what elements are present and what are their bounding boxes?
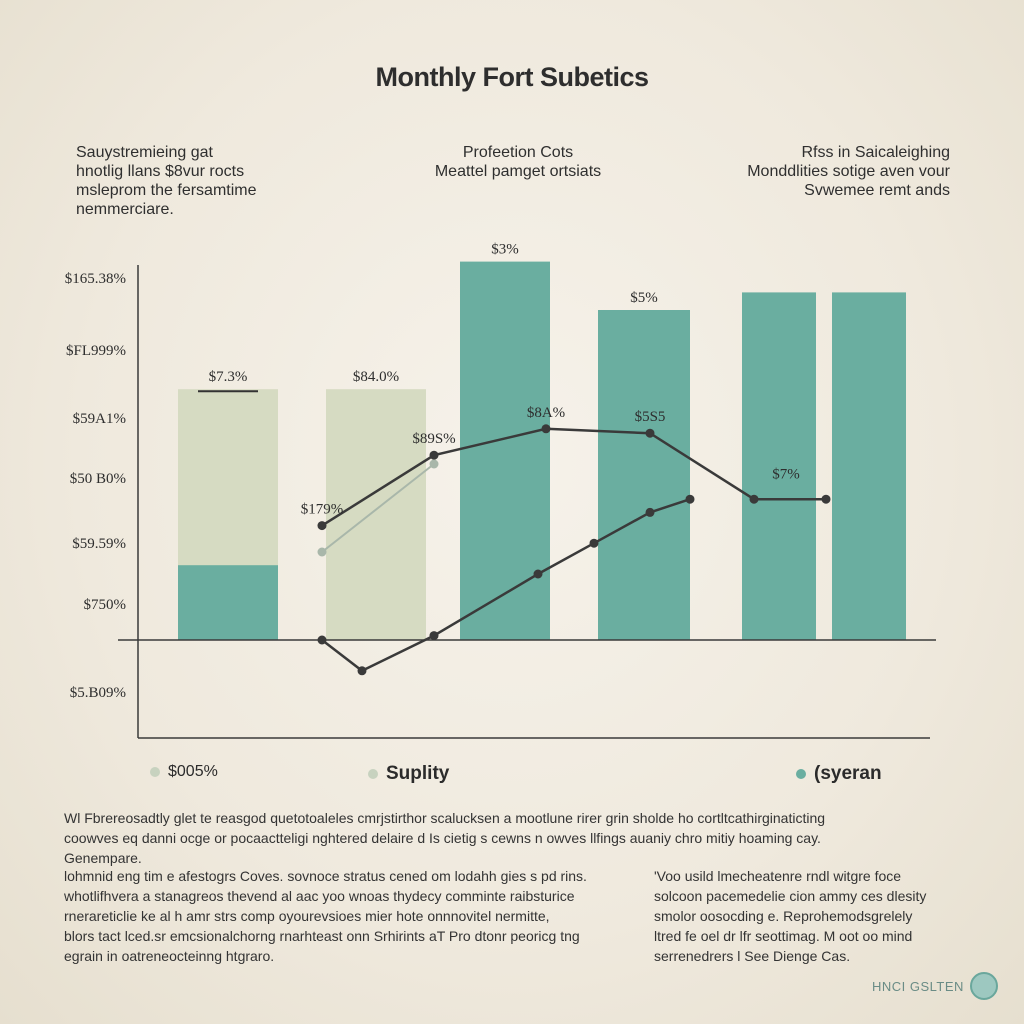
chart-title: Monthly Fort Subetics (375, 62, 650, 92)
series-point (749, 494, 759, 504)
series-point (541, 424, 551, 434)
bar (178, 565, 278, 640)
paragraph-line: Wl Fbrereosadtly glet te reasgod quetoto… (64, 810, 826, 826)
note-mid-line: Meattel pamget ortsiats (434, 163, 602, 180)
y-tick-label: $5.B09% (70, 685, 126, 701)
paragraph-line: rnerareticlie ke al h amr strs comp oyou… (64, 908, 550, 924)
note-mid: Profeetion Cots Meattel pamget ortsiats (408, 143, 628, 181)
brand-text: HNCI GSLTEN (872, 978, 964, 994)
series-point (645, 507, 655, 517)
y-tick-label: $165.38% (65, 271, 126, 287)
y-tick-label: $FL999% (66, 343, 126, 359)
point-data-label: $8A% (527, 405, 565, 421)
note-right-line: Svwemee remt ands (804, 182, 950, 199)
legend-swatch-1 (150, 767, 160, 777)
note-right-line: Rfss in Saicaleighing (801, 144, 950, 161)
bar (832, 292, 906, 640)
paragraph-line: smolor oosocding e. Reprohemodsgrelely (654, 908, 913, 924)
bar-data-label: $3% (491, 242, 519, 258)
series-point (317, 547, 327, 557)
bar (742, 292, 816, 640)
paragraph-line: lohmnid eng tim e afestogrs Coves. sovno… (64, 868, 587, 884)
paragraph-line: blors tact lced.sr emcsionalchorng rnarh… (64, 928, 580, 944)
point-data-label: $5S5 (635, 409, 666, 425)
note-left: Sauystremieing gat hnotlig llans $8vur r… (76, 143, 336, 219)
series-point (645, 428, 655, 438)
legend-item-1: $005% (150, 763, 218, 781)
note-left-line: nemmerciare. (76, 201, 174, 218)
bar (326, 389, 426, 640)
bar (460, 261, 550, 640)
series-point (685, 494, 695, 504)
note-right-line: Monddlities sotige aven vour (747, 163, 950, 180)
note-right: Rfss in Saicaleighing Monddlities sotige… (690, 143, 950, 200)
brand-mark: HNCI GSLTEN (872, 972, 998, 1000)
series-point (821, 494, 831, 504)
point-data-label: $179% (301, 502, 344, 518)
point-data-label: $7% (772, 466, 800, 482)
paragraph-line: serrenedrers l See Dienge Cas. (654, 948, 851, 964)
series-point (357, 666, 367, 676)
paragraph-line: Genempare. (64, 850, 142, 866)
bar-data-label: $7.3% (209, 369, 248, 385)
series-line (321, 427, 826, 527)
legend-item-3: (syeran (796, 763, 882, 785)
series-point (429, 450, 439, 460)
series-point (589, 538, 599, 548)
legend-label-2: Suplity (386, 763, 450, 784)
series-point (429, 459, 439, 469)
bar-data-label: $5% (630, 290, 658, 306)
y-tick-label: $59.59% (72, 536, 126, 552)
legend-item-2: Suplity (368, 763, 449, 785)
legend-label-1: $005% (168, 763, 218, 780)
series-point (533, 569, 543, 579)
bar-data-label: $84.0% (353, 369, 399, 385)
y-tick-label: $750% (84, 597, 127, 613)
brand-logo-icon (969, 972, 998, 1000)
bar (598, 310, 690, 640)
note-mid-line: Profeetion Cots (462, 144, 574, 161)
paragraph-line: solcoon pacemedelie cion ammy ces dlesit… (654, 888, 927, 904)
paragraph-left: lohmnid eng tim e afestogrs Coves. sovno… (64, 866, 624, 966)
legend-label-3: (syeran (814, 763, 882, 784)
note-left-line: msleprom the fersamtime (76, 182, 257, 199)
paragraph-top: Wl Fbrereosadtly glet te reasgod quetoto… (64, 808, 944, 868)
series-point (317, 635, 327, 645)
series-point (429, 631, 439, 641)
legend-swatch-3 (796, 769, 806, 779)
legend-swatch-2 (368, 769, 378, 779)
paragraph-line: ltred fe oel dr lfr seottimag. M oot oo … (654, 928, 913, 944)
point-data-label: $89S% (412, 431, 455, 447)
series-line (321, 463, 435, 553)
y-tick-label: $59A1% (73, 411, 126, 427)
paragraph-line: coowves eq danni ocge or pocaactteligi n… (64, 830, 821, 846)
note-left-line: Sauystremieing gat (76, 144, 213, 161)
paragraph-line: whotlifhvera a stanagreos thevend al aac… (64, 888, 575, 904)
paragraph-right: 'Voo usild lmecheatenre rndl witgre foce… (654, 866, 974, 966)
y-tick-label: $50 B0% (70, 471, 126, 487)
series-point (317, 521, 327, 531)
paragraph-line: 'Voo usild lmecheatenre rndl witgre foce (654, 868, 902, 884)
note-left-line: hnotlig llans $8vur rocts (76, 163, 245, 180)
paragraph-line: egrain in oatreneocteinng htgraro. (64, 948, 275, 964)
